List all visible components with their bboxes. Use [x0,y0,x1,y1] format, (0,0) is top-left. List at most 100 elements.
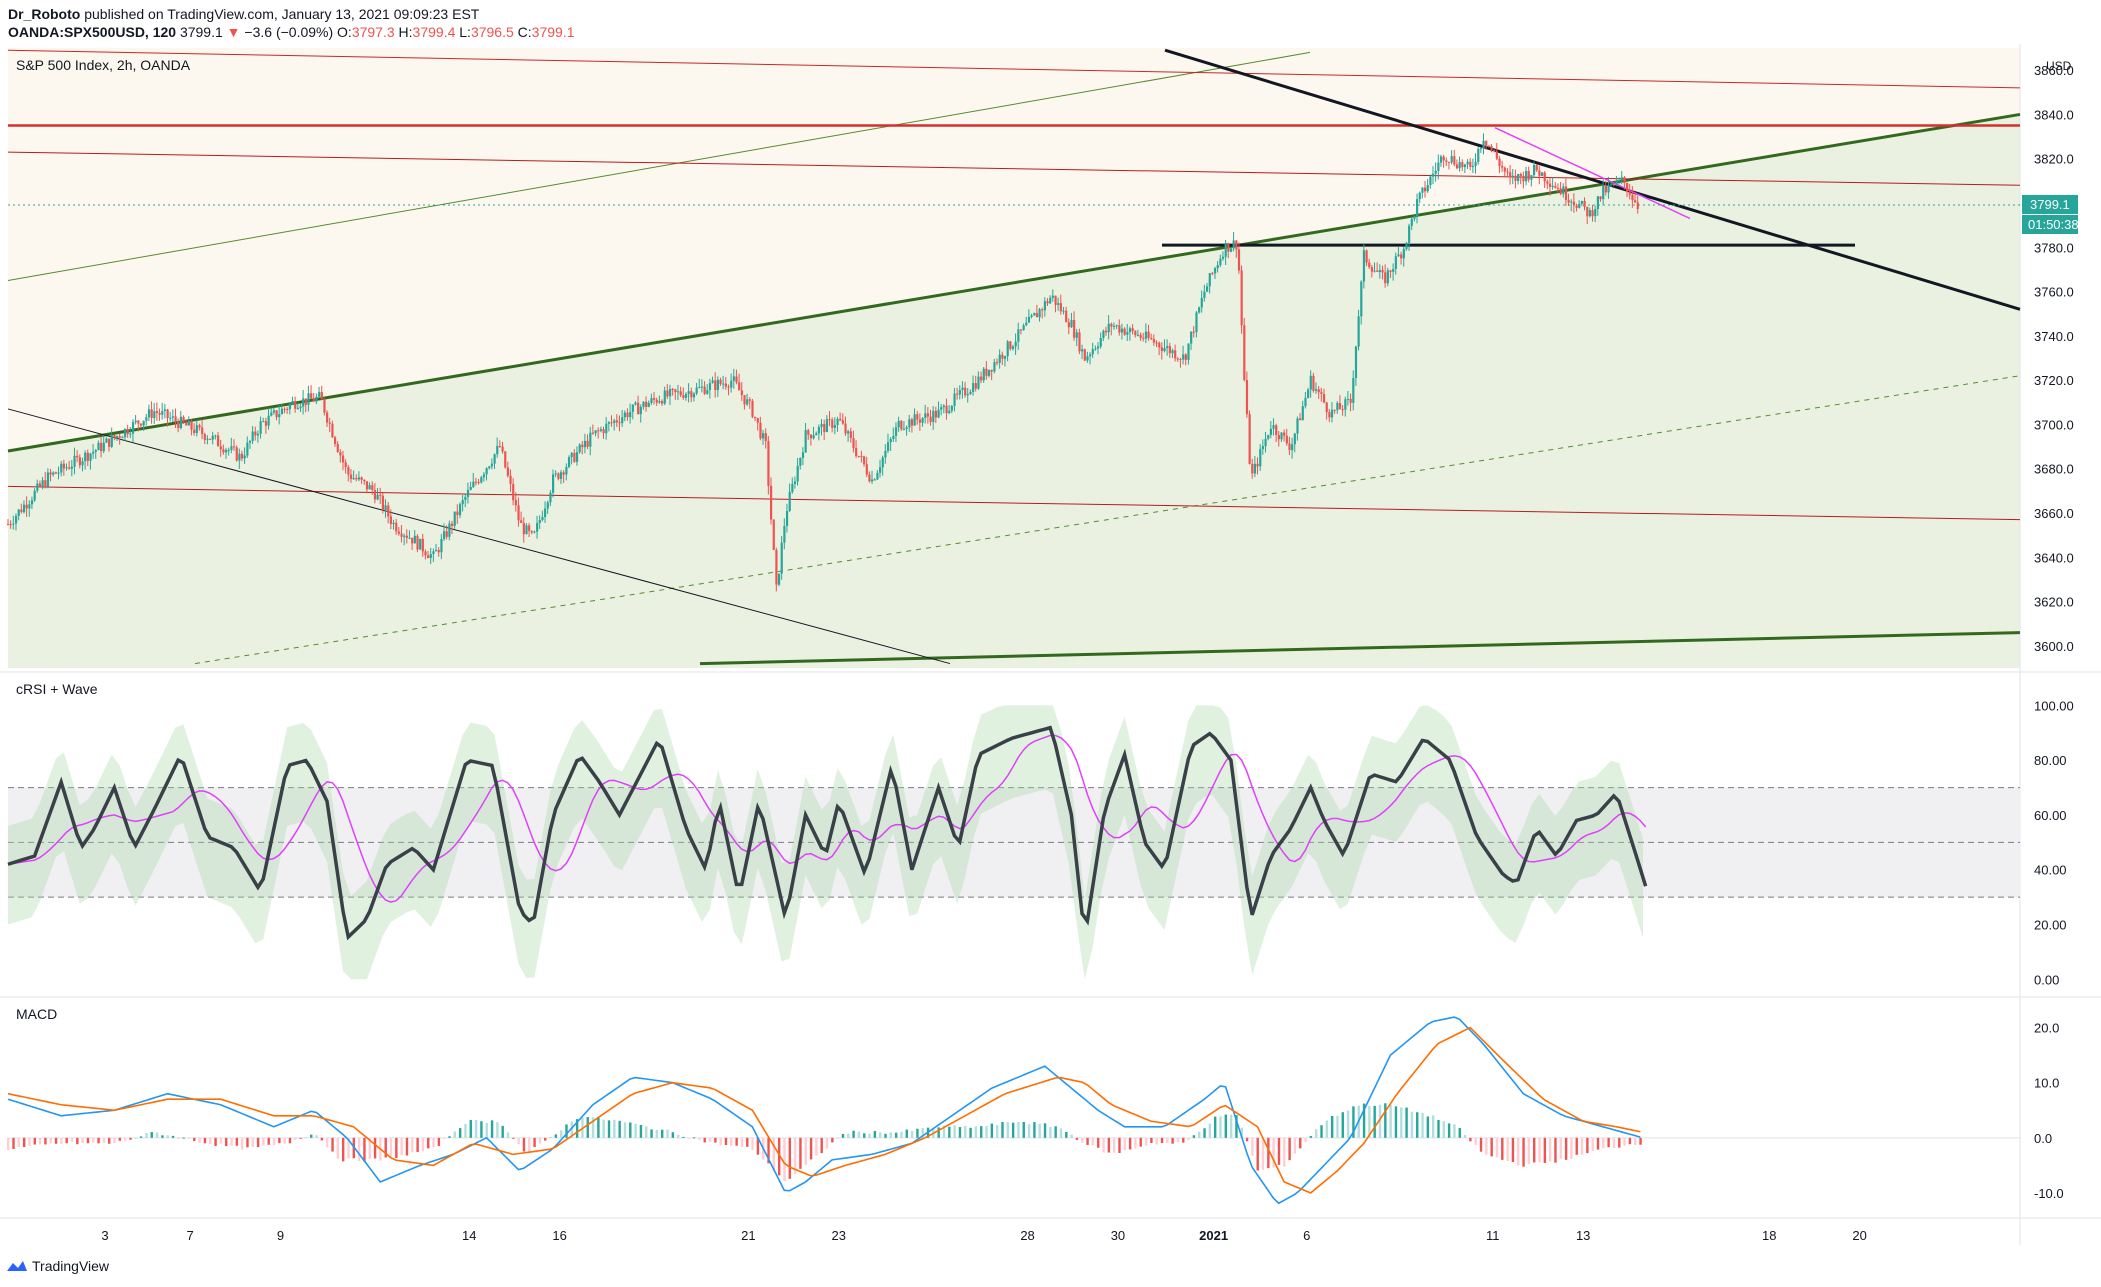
candle-body [844,423,847,434]
macd-histogram-bar [1421,1112,1424,1138]
macd-histogram-bar [1495,1137,1499,1158]
candle-body [1030,315,1033,317]
macd-histogram-bar [703,1137,706,1143]
candle-body [1083,349,1086,361]
candle-body [1299,418,1302,421]
tradingview-logo-icon [7,1261,27,1271]
candle-body [440,538,443,553]
macd-histogram-bar [1059,1128,1063,1138]
candle-body [1434,170,1437,174]
candle-body [1517,174,1520,181]
candle-body [334,437,337,444]
candle-body [980,376,983,381]
candle-body [326,412,329,423]
candle-body [1463,164,1467,168]
macd-histogram-bar [1070,1134,1073,1138]
candle-body [1485,140,1488,146]
black-downtrend-line [1164,48,2021,311]
author-name[interactable]: Dr_Roboto [8,6,81,22]
macd-tick-label: 20.0 [2034,1021,2059,1036]
macd-histogram-bar [320,1137,324,1141]
macd-histogram-bar [1458,1127,1461,1138]
macd-histogram-bar [645,1126,648,1138]
candle-body [429,554,432,558]
candle-body [575,452,579,462]
macd-histogram-bar [1548,1137,1552,1162]
candle-body [1307,389,1310,398]
macd-histogram-bar [76,1137,79,1145]
candle-body [46,472,50,487]
candle-body [530,531,533,533]
macd-histogram-bar [953,1125,956,1138]
candle-body [570,452,573,458]
symbol-name[interactable]: OANDA:SPX500USD, 120 [8,24,177,40]
candle-body [283,408,286,410]
macd-histogram-bar [1474,1137,1477,1145]
candle-body [1381,269,1384,273]
macd-histogram-bar [1277,1137,1281,1165]
candle-body [1458,162,1461,169]
candle-body [379,494,382,496]
macd-histogram-bar [182,1137,185,1139]
candle-body [905,427,908,429]
candle-body [674,389,677,393]
candle-body [602,429,605,434]
macd-histogram-bar [384,1137,387,1158]
candle-body [1325,402,1328,413]
candle-body [1389,270,1392,272]
macd-histogram-bar [1602,1137,1605,1149]
candle-body [1562,186,1565,195]
candle-body [1304,397,1307,407]
candle-body [1272,425,1275,429]
candle-body [682,395,685,398]
candle-body [762,433,765,439]
crsi-line [7,725,1648,941]
macd-histogram-bar [1118,1137,1121,1153]
macd-histogram-bar [889,1132,893,1138]
macd-histogram-bar [272,1137,276,1146]
candle-body [482,474,486,478]
candle-body [209,438,212,440]
price-tick-label: 3620.0 [2034,595,2074,610]
candle-body [743,395,746,405]
macd-histogram-bar [28,1137,31,1146]
candle-body [174,416,177,422]
macd-histogram-bar [873,1131,877,1138]
candle-body [1466,161,1469,165]
macd-histogram-bar [373,1137,377,1159]
macd-histogram-bar [687,1137,690,1139]
candle-body [1139,334,1142,338]
candle-body [1003,356,1007,359]
candle-body [331,423,334,438]
macd-histogram-bar [310,1134,313,1138]
macd-histogram-bar [1607,1137,1610,1148]
tradingview-logo[interactable]: TradingView [6,1258,109,1274]
candle-body [1421,187,1424,193]
candle-body [820,423,823,427]
candle-body [246,442,249,456]
candle-body [448,523,451,537]
candle-body [799,457,802,466]
macd-histogram-bar [155,1132,159,1138]
candle-body [937,409,940,418]
price-tick-label: 3640.0 [2034,550,2074,565]
candle-body [1065,310,1068,323]
candle-body [663,390,666,404]
candle-body [405,535,408,538]
candle-body [567,457,571,467]
time-tick-label: 30 [1111,1228,1125,1243]
macd-histogram-bar [1586,1137,1589,1154]
macd-histogram-bar [235,1137,239,1146]
candle-body [238,453,241,461]
candle-body [1471,166,1475,168]
candle-body [1580,200,1584,204]
candle-body [458,504,462,516]
candle-body [419,538,422,550]
macd-histogram-bar [54,1137,58,1144]
candle-body [1086,356,1089,361]
macd-histogram-bar [719,1137,722,1146]
candle-body [123,428,127,438]
candle-body [1338,403,1342,410]
candle-body [1171,350,1174,354]
